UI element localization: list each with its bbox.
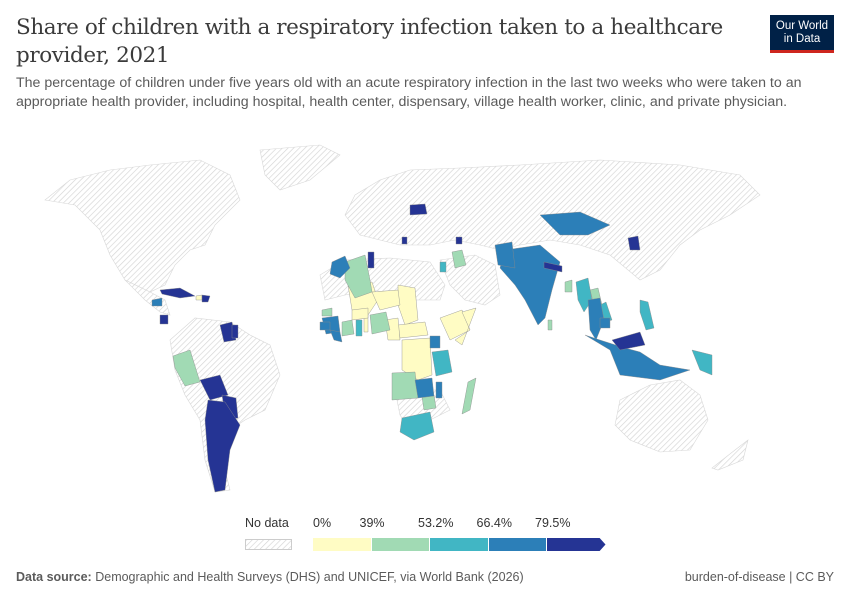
chart-subtitle: The percentage of children under five ye… [16,75,802,110]
data-source-text[interactable]: Demographic and Health Surveys (DHS) and… [95,570,524,584]
legend-tick-label: 39% [359,516,385,530]
country-thailand[interactable] [587,297,605,341]
owid-logo[interactable]: Our World in Data [770,15,834,53]
country-democratic-republic-of-congo[interactable] [401,337,433,381]
map-legend: No data 0% 39% 53.2% 66.4% 79.5% [240,516,620,556]
legend-bin[interactable] [371,538,430,551]
region-central-america[interactable] [124,279,171,316]
country-nigeria[interactable] [369,311,391,335]
logo-line-2: in Data [783,33,821,45]
country-ghana[interactable] [355,319,363,337]
country-zambia[interactable] [414,377,435,399]
country-sierra-leone[interactable] [319,321,331,331]
legend-bin[interactable] [430,538,489,551]
country-tunisia[interactable] [367,251,375,269]
country-cambodia[interactable] [599,317,611,329]
country-papua-new-guinea[interactable] [691,349,713,376]
country-bolivia[interactable] [199,374,229,401]
country-niger[interactable] [371,289,401,311]
country-liberia[interactable] [329,329,343,343]
legend-tick-label: 66.4% [476,516,512,530]
country-pakistan[interactable] [494,241,516,269]
logo-line-1: Our World [775,20,829,32]
country-haiti[interactable] [195,294,203,301]
data-source-label: Data source: [16,570,92,584]
country-iraq[interactable] [451,249,467,269]
country-argentina[interactable] [204,399,241,493]
country-senegal[interactable] [321,307,333,317]
country-honduras[interactable] [151,297,163,307]
chart-title: Share of children with a respiratory inf… [16,15,723,68]
world-map [44,144,761,493]
country-chad[interactable] [397,284,419,326]
country-sri-lanka[interactable] [547,319,553,331]
country-belarus[interactable] [409,203,428,216]
country-angola[interactable] [391,371,419,401]
country-suriname[interactable] [231,324,239,339]
legend-tick-label: 0% [313,516,332,530]
legend-bin[interactable] [488,538,547,551]
region-australia[interactable] [614,379,709,453]
legend-no-data-swatch[interactable] [245,539,292,550]
country-south-africa[interactable] [399,411,435,441]
country-armenia[interactable] [455,236,463,245]
country-indonesia[interactable] [584,334,691,381]
country-tanzania[interactable] [431,349,453,377]
country-north-korea[interactable] [627,235,641,251]
footer-license[interactable]: burden-of-disease | CC BY [684,570,834,584]
country-jordan[interactable] [439,261,447,273]
country-burkina-faso[interactable] [351,307,369,321]
country-peru[interactable] [172,349,201,387]
country-bangladesh[interactable] [564,279,573,293]
country-philippines[interactable] [639,299,655,331]
country-dominican-republic[interactable] [201,294,211,303]
country-mongolia[interactable] [539,211,611,236]
country-nepal[interactable] [543,261,563,273]
region-greenland[interactable] [259,144,341,191]
country-morocco[interactable] [329,255,351,279]
legend-tick-label: 79.5% [535,516,571,530]
country-madagascar[interactable] [461,377,477,415]
country-c-te-d-ivoire[interactable] [341,319,355,337]
country-central-african-republic[interactable] [397,321,429,339]
legend-tick-label: 53.2% [418,516,454,530]
country-uganda[interactable] [429,335,441,349]
legend-bin[interactable] [313,538,372,551]
country-somalia[interactable] [454,307,477,346]
legend-no-data-label: No data [245,516,289,530]
country-malawi[interactable] [435,381,443,399]
country-malaysia[interactable] [611,331,646,351]
data-source: Data source: Demographic and Health Surv… [16,570,524,584]
country-algeria[interactable] [344,254,373,299]
region-north-america[interactable] [44,159,241,293]
region-middle-east[interactable] [439,254,501,306]
country-cuba[interactable] [159,287,196,299]
legend-bin[interactable] [547,538,606,551]
country-myanmar[interactable] [575,277,593,313]
country-costa-rica[interactable] [159,314,169,325]
country-montenegro[interactable] [401,236,408,245]
region-new-zealand[interactable] [711,439,749,471]
